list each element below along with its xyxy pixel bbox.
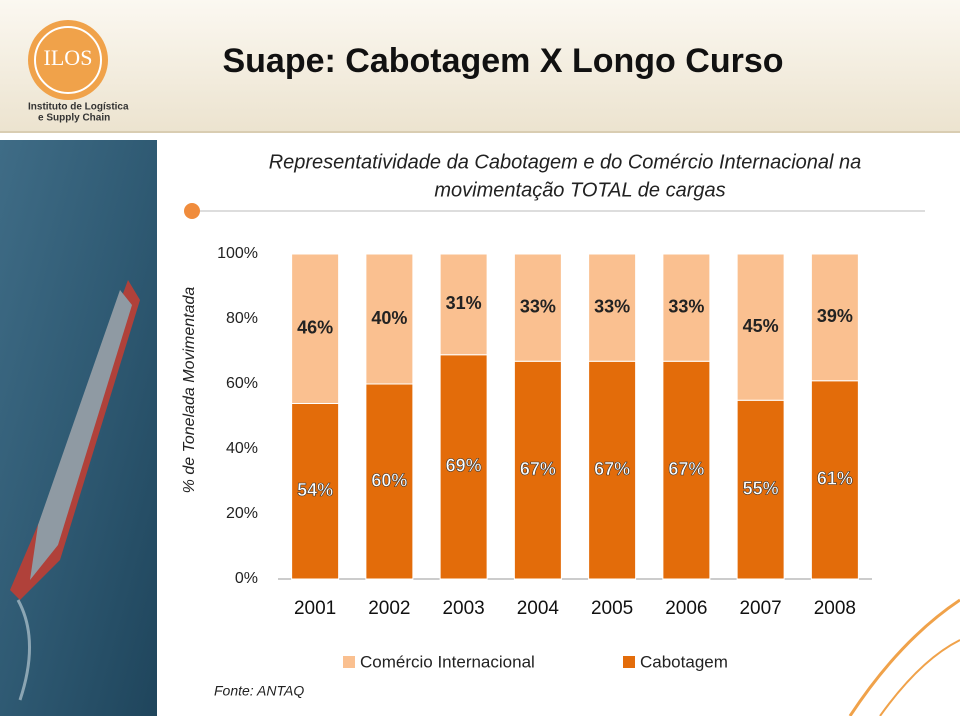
legend-swatch: [343, 656, 355, 668]
bar-segment: [662, 360, 711, 580]
bar-segment: [291, 253, 340, 404]
decor-curve: [848, 598, 960, 716]
logo-caption: Instituto de Logística: [28, 102, 129, 113]
y-tick-label: 100%: [217, 245, 258, 262]
data-label: 46%: [297, 318, 333, 338]
logo-caption: e Supply Chain: [38, 113, 110, 124]
data-label: 33%: [520, 296, 556, 316]
data-label: 33%: [668, 296, 704, 316]
bar-segment: [662, 253, 711, 362]
bar-segment: [810, 253, 859, 382]
data-label: 31%: [446, 293, 482, 313]
x-tick-label: 2002: [368, 598, 410, 619]
data-label: 39%: [817, 306, 853, 326]
chart-title: Representatividade da Cabotagem e do Com…: [269, 151, 862, 173]
y-tick-label: 60%: [226, 375, 258, 392]
data-label: 67%: [668, 459, 704, 479]
bar-segment: [736, 399, 785, 580]
source: Fonte: ANTAQ: [214, 683, 304, 699]
bar-segment: [736, 253, 785, 401]
bar-segment: [588, 253, 637, 362]
x-tick-label: 2001: [294, 598, 336, 619]
bar-segment: [439, 354, 488, 580]
decor-curve: [879, 639, 960, 716]
bar-segment: [365, 383, 414, 580]
data-label: 67%: [520, 459, 556, 479]
header-bg: [0, 0, 960, 132]
data-label: 55%: [743, 478, 779, 498]
data-label: 40%: [371, 308, 407, 328]
wake: [16, 599, 32, 701]
y-tick-label: 40%: [226, 440, 258, 457]
slide-title: Suape: Cabotagem X Longo Curso: [222, 42, 783, 80]
y-tick-label: 0%: [235, 570, 258, 587]
bar-segment: [439, 253, 488, 356]
bar-segment: [810, 380, 859, 580]
bar-segment: [588, 360, 637, 580]
data-label: 60%: [371, 470, 407, 490]
ship-deck: [30, 290, 132, 580]
legend-label: Cabotagem: [640, 652, 728, 671]
x-tick-label: 2008: [814, 598, 856, 619]
y-tick-label: 20%: [226, 505, 258, 522]
legend-swatch: [623, 656, 635, 668]
x-tick-label: 2003: [442, 598, 484, 619]
y-axis-label: % de Tonelada Movimentada: [181, 287, 198, 494]
legend-label: Comércio Internacional: [360, 652, 535, 671]
data-label: 33%: [594, 296, 630, 316]
x-tick-label: 2007: [739, 598, 781, 619]
chart-title: movimentação TOTAL de cargas: [434, 179, 725, 201]
bar-segment: [513, 253, 562, 362]
x-tick-label: 2004: [517, 598, 560, 619]
data-label: 54%: [297, 480, 333, 500]
x-tick-label: 2006: [665, 598, 707, 619]
data-label: 69%: [446, 456, 482, 476]
data-label: 67%: [594, 459, 630, 479]
y-tick-label: 80%: [226, 310, 258, 327]
logo-ring: [34, 26, 102, 94]
bar-segment: [365, 253, 414, 385]
bar-segment: [291, 403, 340, 580]
x-tick-label: 2005: [591, 598, 633, 619]
data-label: 61%: [817, 469, 853, 489]
logo-text: ILOS: [44, 45, 93, 70]
data-label: 45%: [743, 316, 779, 336]
logo-circle: [28, 20, 108, 100]
bullet: [184, 203, 200, 219]
